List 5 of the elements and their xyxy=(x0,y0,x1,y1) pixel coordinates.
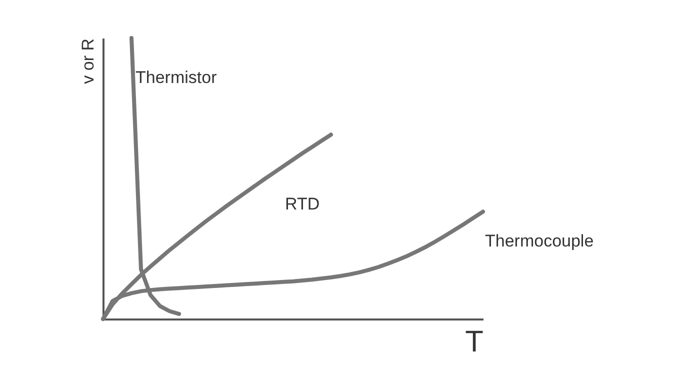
x-axis-title: T xyxy=(465,326,484,358)
series-label: RTD xyxy=(285,194,320,214)
y-axis-title: v or R xyxy=(78,38,98,84)
series-label: Thermistor xyxy=(136,68,218,87)
series-label: Thermocouple xyxy=(485,232,594,251)
